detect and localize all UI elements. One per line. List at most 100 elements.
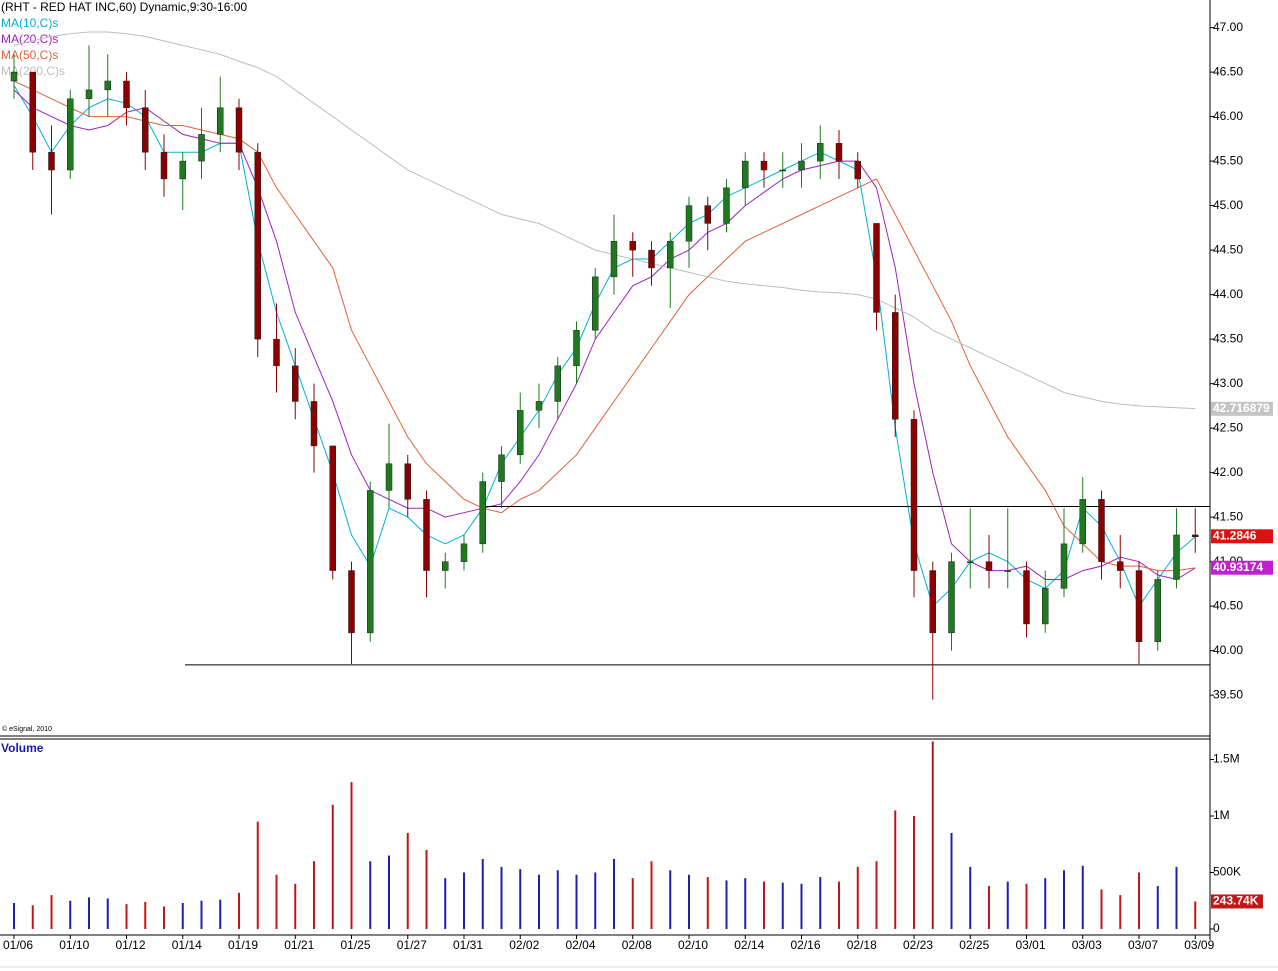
x-tick-label: 02/02 [509,938,539,952]
candle-body [610,240,618,278]
y-tick-label: 42.00 [1213,465,1243,479]
x-tick-label: 01/21 [284,938,314,952]
candle-body [217,107,224,135]
candle-body [235,107,243,153]
y-tick-label: 1.5M [1213,752,1240,766]
chart-title: (RHT - RED HAT INC,60) Dynamic,9:30-16:0… [1,0,247,14]
y-tick-label: 42.50 [1213,420,1243,434]
candle-body [554,365,561,402]
candle-body [348,570,355,634]
candle-body [1060,543,1068,589]
x-tick-label: 01/31 [453,938,483,952]
legend-entry: MA(10,C)s [1,16,58,30]
candle-body [760,160,768,171]
candle-body [85,89,93,100]
candle-body [573,329,580,367]
x-tick-label: 02/08 [622,938,652,952]
candle-body [1135,570,1143,643]
price-marker [1211,401,1273,416]
candle-body [160,151,168,180]
x-tick-label: 03/09 [1184,938,1214,952]
candle-body [67,98,74,171]
candle-body [479,481,486,545]
candle-body [423,499,430,571]
x-tick-label: 02/18 [847,938,877,952]
candle-body [1192,534,1199,537]
y-tick-label: 40.50 [1213,598,1243,612]
candle-body [498,454,505,482]
candle-body [517,410,524,456]
candle-body [329,445,336,571]
candle-body [254,151,261,340]
candle-body [310,401,318,447]
y-tick-label: 44.50 [1213,242,1243,256]
y-tick-label: 500K [1213,865,1241,879]
price-marker-label: 41.2846 [1213,528,1257,542]
x-tick-label: 01/10 [59,938,89,952]
candle-body [985,561,993,571]
panel-title: Volume [1,741,44,755]
candle-body [1117,561,1124,571]
moving-average-line [13,85,1196,608]
candle-body [198,134,205,162]
x-tick-label: 01/06 [3,938,33,952]
volume-marker-label: 243.74K [1213,894,1259,908]
candle-body [442,561,449,571]
x-tick-label: 02/14 [734,938,764,952]
candle-body [910,418,918,571]
candle-body [273,338,280,367]
candle-body [667,240,674,269]
moving-average-line [13,31,1196,410]
candle-body [460,543,468,562]
copyright: © eSignal, 2010 [2,725,52,733]
x-tick-label: 01/14 [172,938,202,952]
candle-body [854,160,861,180]
x-tick-label: 03/01 [1015,938,1045,952]
candle-body [948,561,955,634]
y-tick-label: 41.50 [1213,509,1243,523]
candle-body [385,463,393,491]
price-marker-label: 40.93174 [1213,560,1263,574]
candle-body [1042,588,1049,625]
candle-body [367,490,374,634]
candle-body [104,80,111,91]
candle-body [10,71,18,82]
candle-body [48,151,55,171]
y-tick-label: 46.50 [1213,64,1243,78]
y-tick-label: 45.50 [1213,153,1243,167]
y-tick-label: 43.00 [1213,376,1243,390]
candle-body [1004,570,1011,572]
x-tick-label: 02/25 [959,938,989,952]
candle-body [892,312,899,420]
candle-body [798,160,805,171]
y-tick-label: 47.00 [1213,20,1243,34]
candle-body [29,71,36,153]
candle-body [723,187,730,224]
candle-body [292,365,299,402]
candle-body [123,80,130,108]
moving-average-line [13,80,1196,572]
candle-body [179,160,186,180]
x-tick-label: 01/27 [397,938,427,952]
y-tick-label: 45.00 [1213,198,1243,212]
candle-body [779,169,786,172]
candle-body [404,463,411,500]
x-tick-label: 03/07 [1128,938,1158,952]
candle-body [1173,534,1180,580]
candle-body [873,223,880,313]
x-tick-label: 02/16 [790,938,820,952]
candle-body [535,401,543,411]
candle-body [704,205,711,224]
price-marker-label: 42.716879 [1213,401,1270,415]
x-tick-label: 01/25 [340,938,370,952]
y-tick-label: 44.00 [1213,287,1243,301]
candle-body [929,570,936,634]
candle-body [142,107,149,153]
candle-body [1154,579,1161,643]
y-tick-label: 40.00 [1213,643,1243,657]
y-tick-label: 1M [1213,808,1230,822]
candle-body [592,276,599,331]
legend-entry: MA(50,C)s [1,48,58,62]
candle-body [742,160,749,189]
